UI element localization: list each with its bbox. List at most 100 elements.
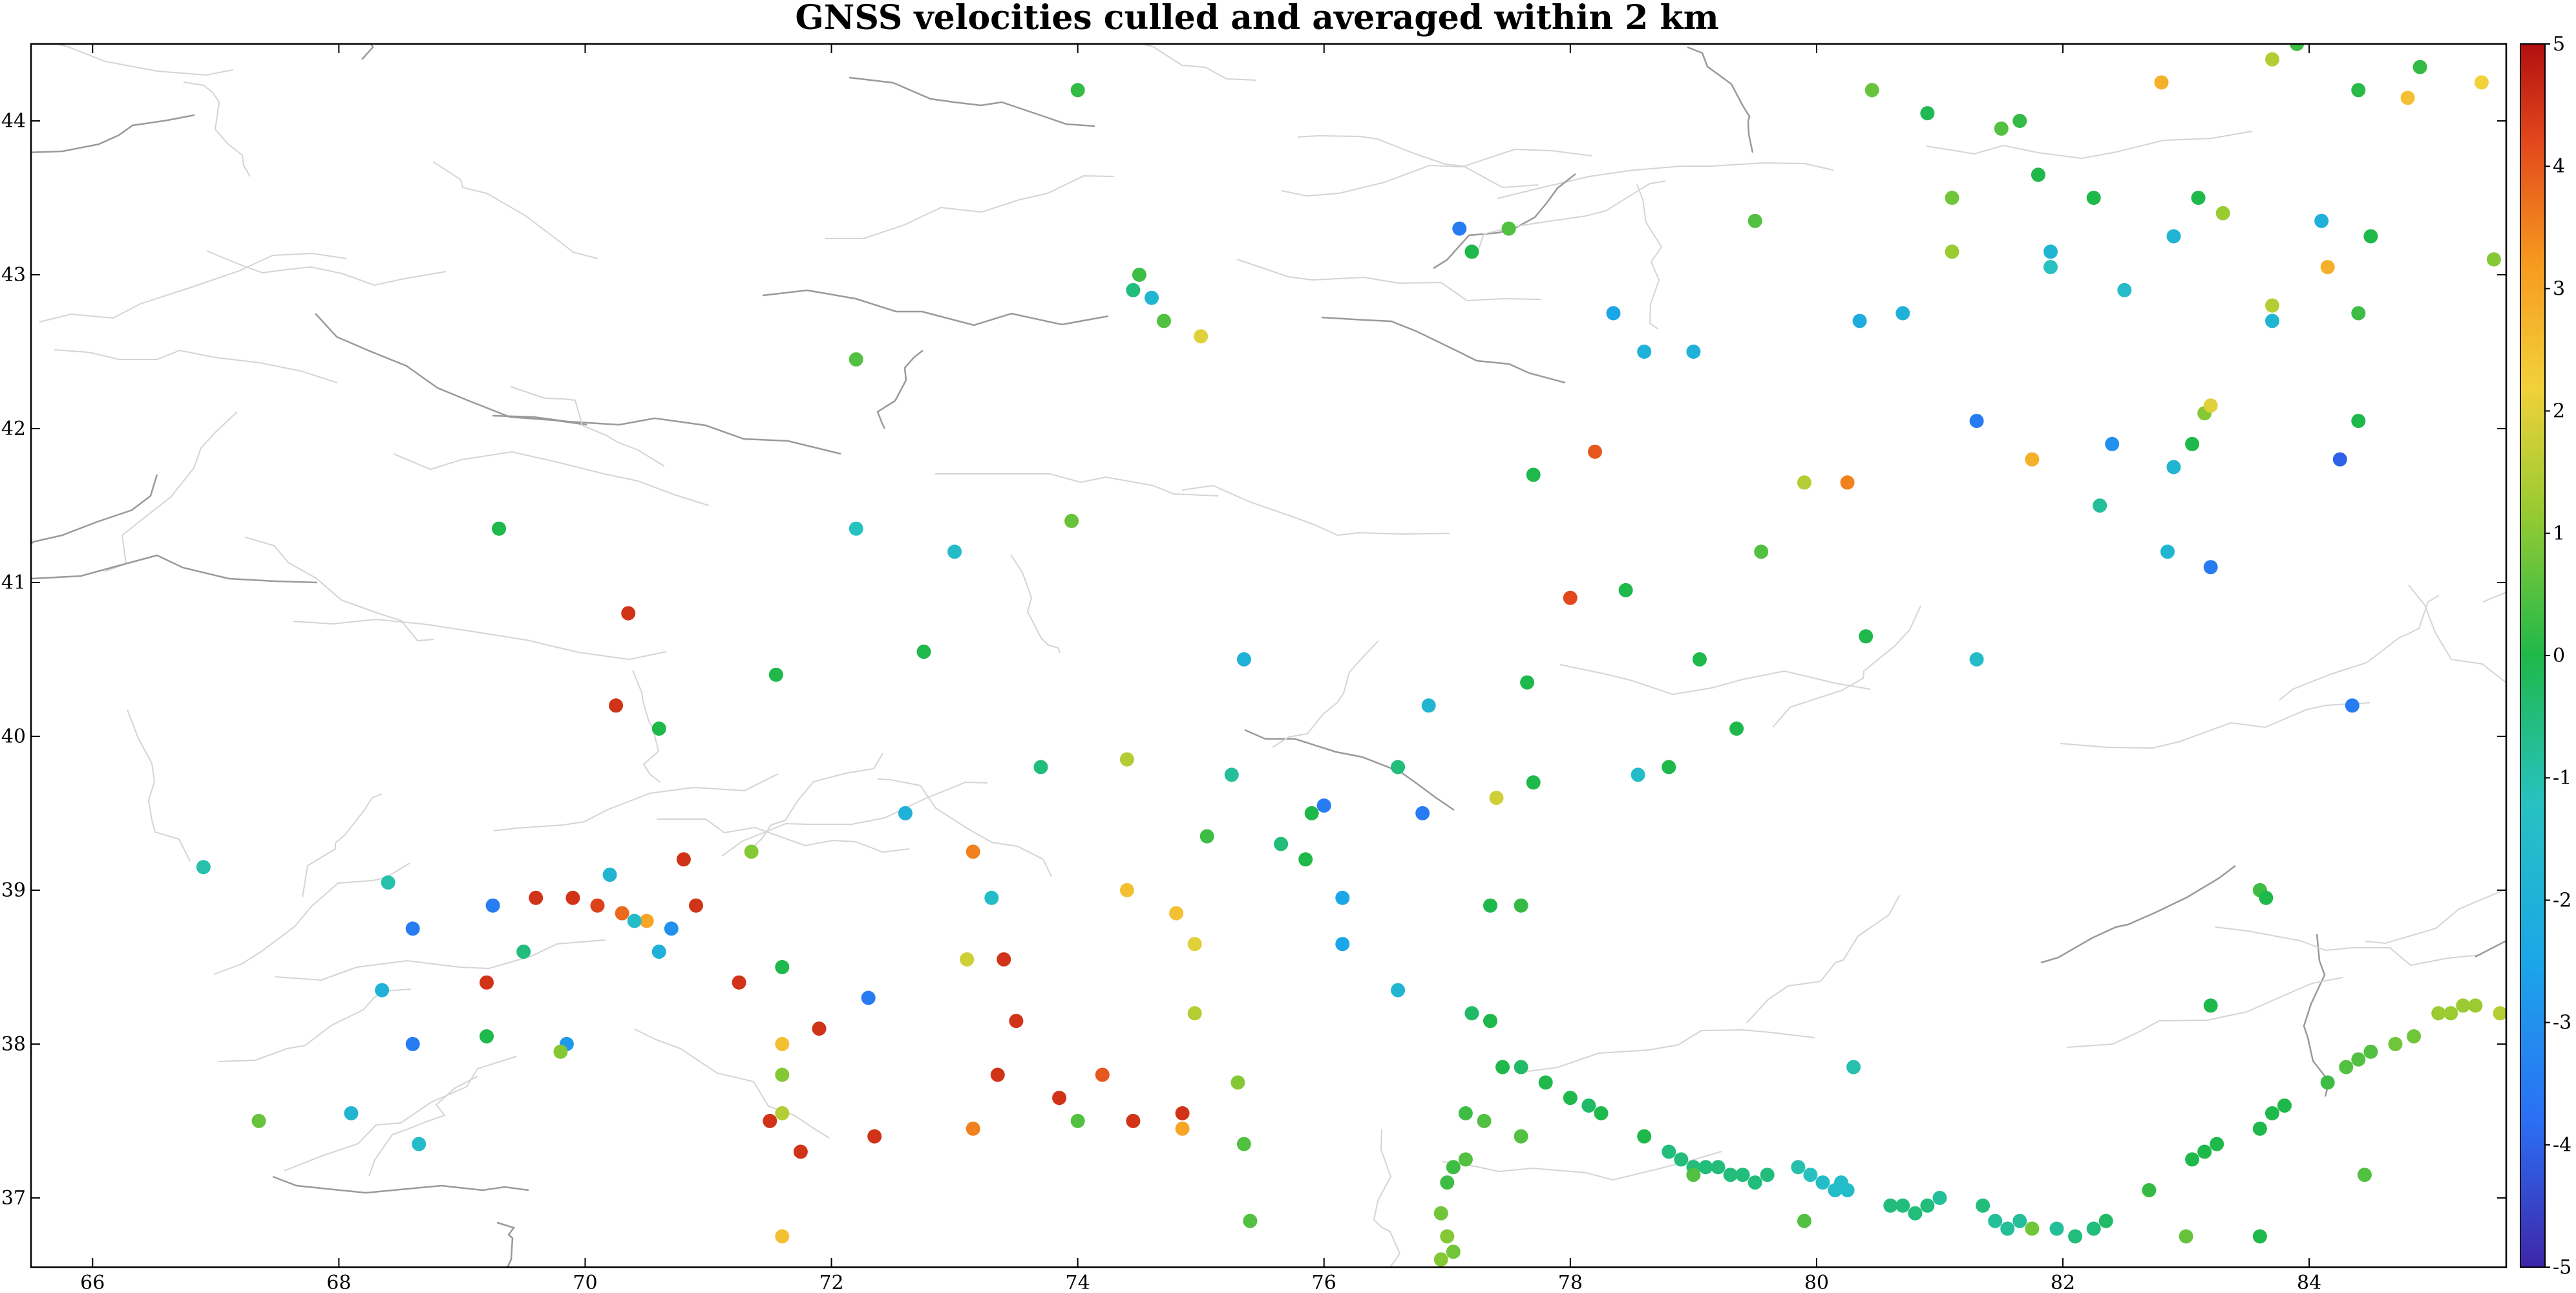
velocity-point — [1815, 1175, 1830, 1190]
map-line — [1687, 46, 1754, 153]
map-line — [492, 414, 841, 455]
velocity-point — [2252, 1229, 2267, 1244]
map-line — [213, 862, 410, 975]
velocity-point — [1735, 1168, 1750, 1182]
map-line — [432, 161, 598, 259]
velocity-point — [1070, 1113, 1085, 1128]
velocity-point — [947, 544, 962, 559]
y-tick-label: 44 — [1, 110, 26, 133]
velocity-point — [1538, 1075, 1553, 1090]
map-line — [721, 781, 988, 857]
velocity-point — [651, 721, 666, 736]
velocity-point — [1631, 767, 1645, 782]
velocity-point — [1686, 1168, 1701, 1182]
velocity-point — [1969, 652, 1984, 667]
map-line — [1497, 162, 1834, 199]
velocity-point — [1316, 798, 1331, 813]
velocity-point — [966, 1121, 980, 1136]
velocity-point — [492, 521, 507, 536]
velocity-point — [1859, 629, 1874, 644]
map-line — [877, 778, 1052, 877]
velocity-point — [2252, 1121, 2267, 1136]
velocity-point — [1458, 1106, 1473, 1120]
velocity-point — [1594, 1106, 1609, 1120]
velocity-point — [2166, 460, 2181, 475]
velocity-point — [2456, 998, 2471, 1013]
velocity-point — [480, 1029, 494, 1043]
velocity-point — [2185, 436, 2200, 451]
velocity-point — [565, 890, 580, 905]
velocity-point — [2142, 1183, 2157, 1197]
velocity-point — [966, 844, 980, 859]
velocity-point — [1514, 1129, 1528, 1144]
velocity-point — [812, 1021, 827, 1036]
x-tick-label: 76 — [1312, 1272, 1336, 1293]
velocity-point — [2363, 229, 2378, 244]
velocity-point — [1846, 1060, 1861, 1074]
velocity-point — [1637, 1129, 1652, 1144]
velocity-point — [2012, 114, 2027, 128]
map-line — [2303, 934, 2330, 1097]
velocity-point — [1145, 290, 1159, 305]
velocity-point — [1514, 898, 1528, 913]
map-line — [825, 175, 1115, 239]
velocity-point — [1803, 1168, 1818, 1182]
map-line — [54, 44, 234, 76]
velocity-point — [763, 1113, 777, 1128]
velocity-point — [1723, 1168, 1738, 1182]
colorbar-gradient — [2520, 43, 2546, 1268]
velocity-point — [651, 945, 666, 959]
map-line — [31, 114, 195, 153]
velocity-point — [1797, 475, 1811, 490]
velocity-point — [1169, 906, 1184, 921]
map-line — [1746, 895, 1900, 1023]
y-tick-label: 43 — [1, 264, 26, 286]
y-tick-label: 39 — [1, 879, 26, 902]
velocity-point — [2105, 436, 2120, 451]
map-line — [368, 1076, 478, 1177]
velocity-point — [1698, 1160, 1713, 1175]
velocity-point — [1194, 329, 1209, 344]
velocity-point — [2191, 191, 2206, 205]
velocity-point — [1464, 1006, 1479, 1021]
velocity-point — [1477, 1113, 1492, 1128]
chart-title: GNSS velocities culled and averaged with… — [795, 0, 1719, 37]
map-line — [1523, 1029, 1815, 1073]
velocity-point — [2049, 1221, 2064, 1236]
velocity-point — [1095, 1067, 1110, 1082]
velocity-point — [2203, 998, 2218, 1013]
map-line — [1244, 729, 1455, 811]
map-line — [31, 474, 158, 545]
y-tick-label: 41 — [1, 572, 26, 594]
map-line — [750, 753, 883, 851]
map-line — [2060, 702, 2370, 749]
map-line — [1139, 44, 1256, 81]
velocity-point — [1489, 791, 1504, 806]
map-line — [1475, 180, 1666, 259]
velocity-point — [529, 890, 544, 905]
velocity-point — [2431, 1006, 2446, 1021]
velocity-point — [639, 914, 654, 928]
map-line — [244, 537, 434, 642]
velocity-point — [1729, 721, 1744, 736]
map-line — [762, 289, 1109, 326]
velocity-point — [1126, 283, 1141, 297]
velocity-point — [1501, 221, 1516, 236]
velocity-point — [1563, 590, 1578, 605]
map-line — [634, 1029, 830, 1138]
velocity-point — [412, 1137, 427, 1151]
y-tick-label: 40 — [1, 725, 26, 748]
map-line — [876, 350, 924, 429]
velocity-point — [1637, 345, 1652, 359]
velocity-point — [627, 914, 642, 928]
velocity-point — [689, 898, 703, 913]
y-tick-label: 42 — [1, 418, 26, 440]
x-tick-label: 66 — [80, 1272, 105, 1293]
velocity-point — [1009, 1014, 1024, 1029]
velocity-point — [1070, 83, 1085, 98]
velocity-point — [1033, 760, 1048, 775]
velocity-point — [1433, 1206, 1448, 1221]
velocity-point — [2259, 890, 2274, 905]
map-line — [657, 818, 910, 853]
